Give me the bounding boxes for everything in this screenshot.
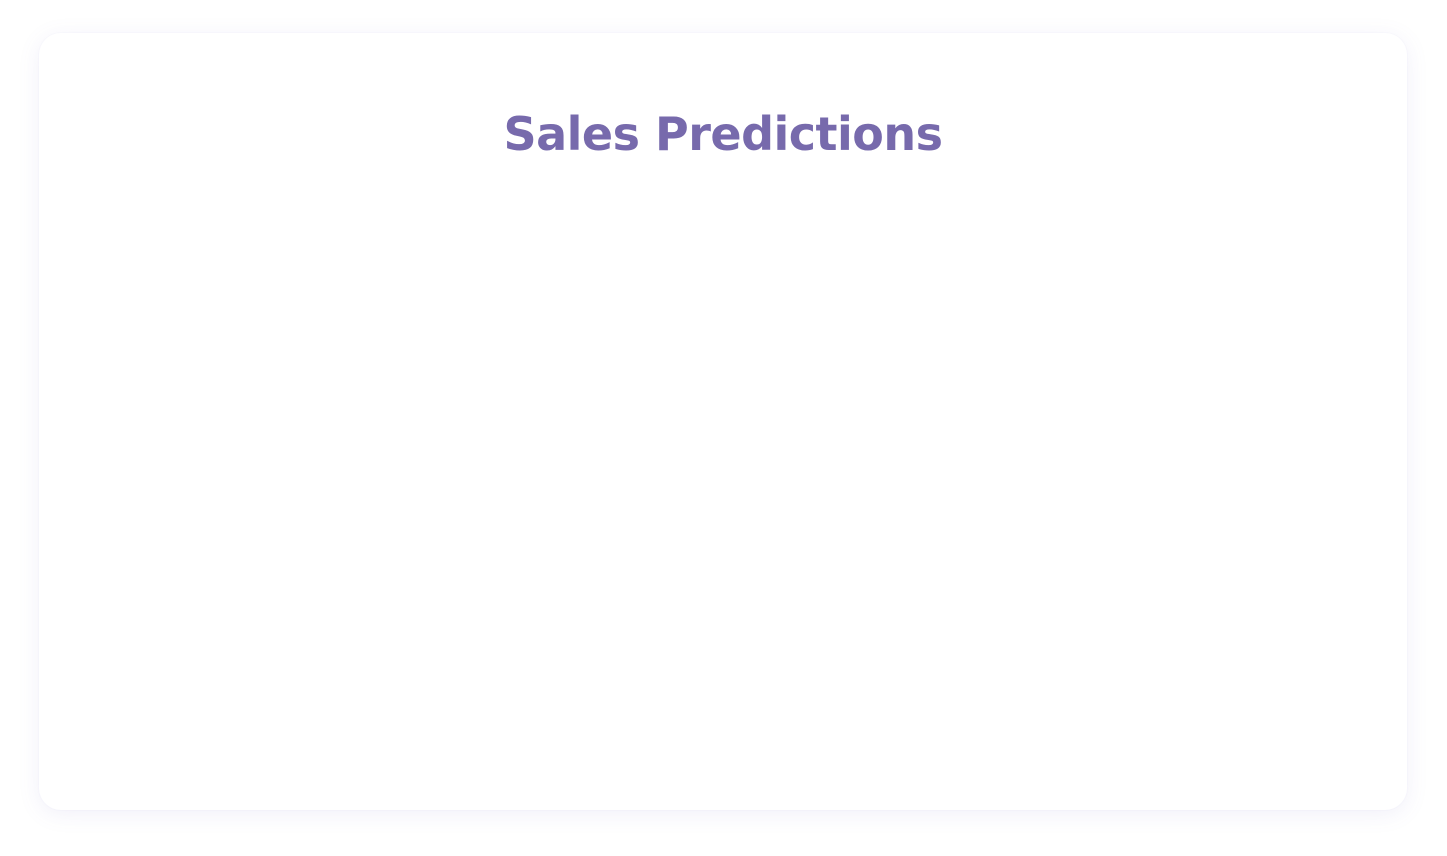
sales-predictions-card: Sales Predictions — [39, 33, 1407, 810]
card-title: Sales Predictions — [503, 107, 943, 161]
chart-area — [79, 203, 1367, 780]
